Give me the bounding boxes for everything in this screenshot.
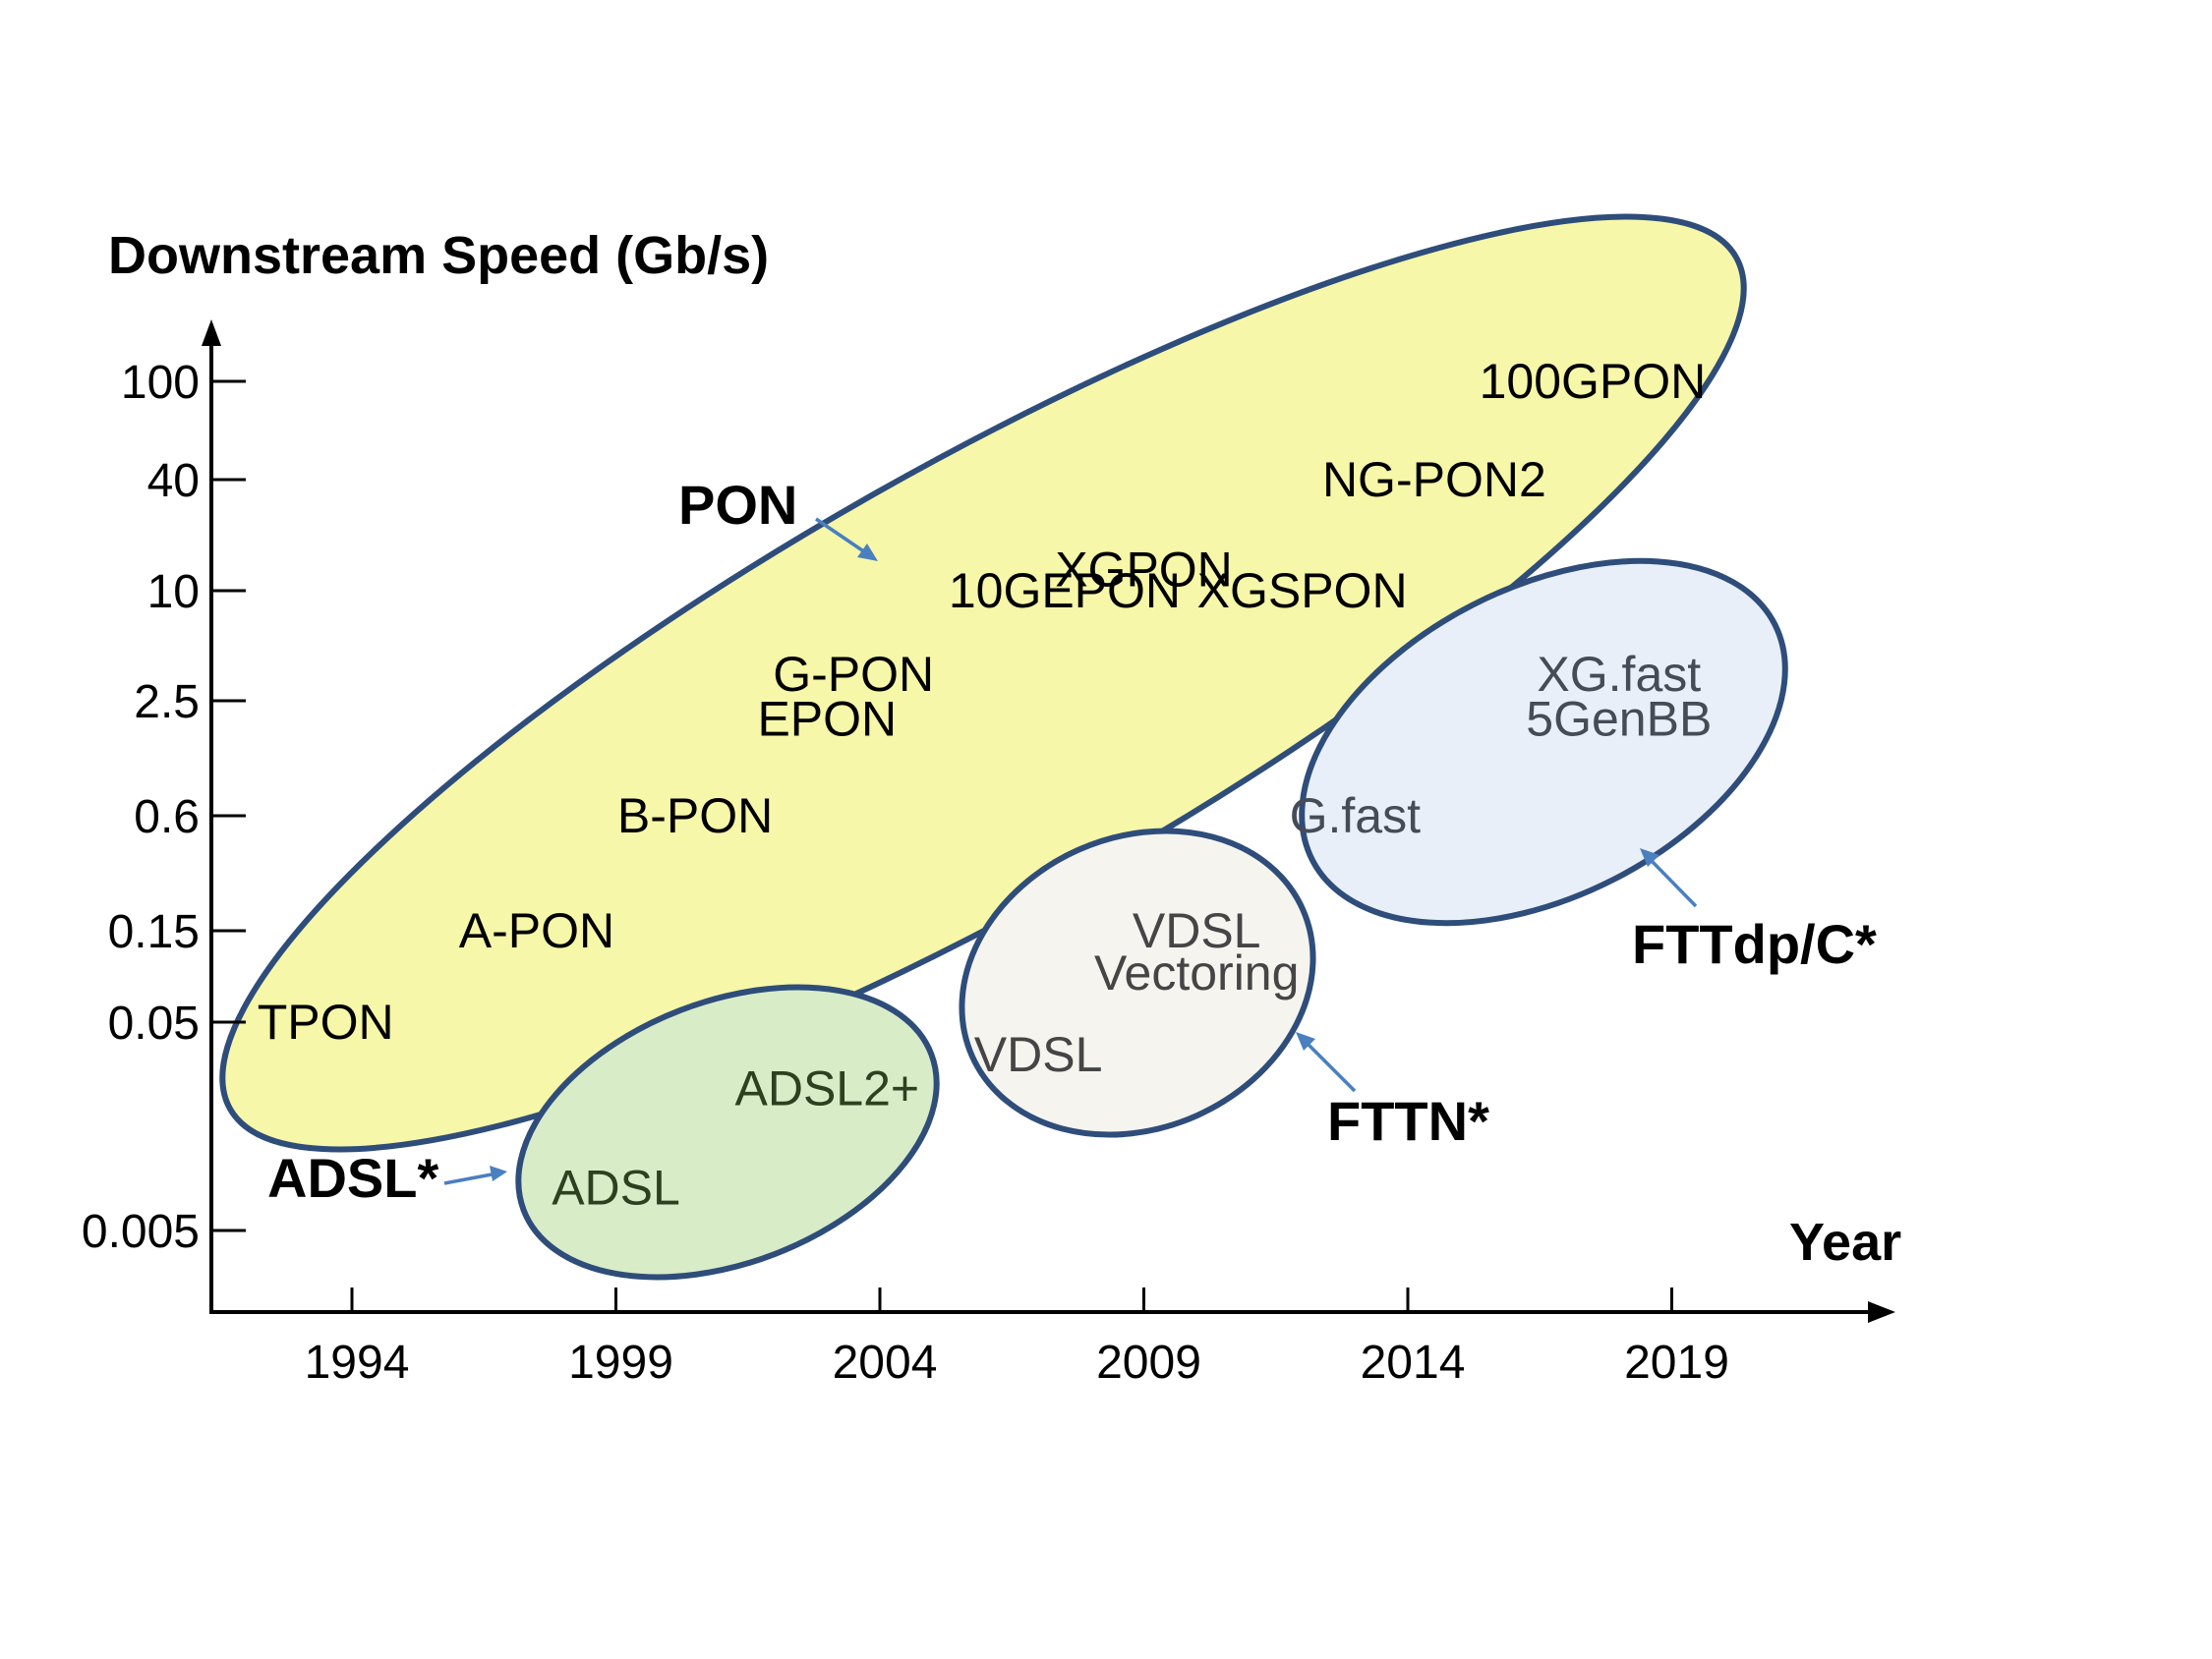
fttn-tech-label: VDSL — [974, 1027, 1103, 1082]
adsl-region-ellipse — [515, 984, 940, 1281]
fttdp-c-tech-label: G.fast — [1290, 788, 1421, 843]
pon-group-callout: PON — [678, 474, 878, 561]
y-tick-label: 40 — [147, 455, 200, 507]
fttn-group-label: FTTN* — [1327, 1090, 1489, 1152]
fttdp-group-label: FTTdp/C* — [1632, 913, 1877, 975]
x-tick-label: 2009 — [1096, 1337, 1201, 1389]
fttn-tech-label: VDSL — [1133, 903, 1261, 958]
adsl-group-label: ADSL* — [267, 1147, 438, 1209]
fttn-pointer-arrowhead — [1296, 1032, 1315, 1051]
y-tick-label: 0.05 — [108, 998, 200, 1050]
adsl-group-callout: ADSL* — [267, 1147, 507, 1209]
y-axis-arrowhead — [202, 319, 221, 346]
y-tick-label: 100 — [121, 357, 200, 409]
y-tick-label: 2.5 — [134, 676, 200, 728]
x-axis — [209, 1301, 1895, 1323]
pon-tech-label: 100GPON — [1480, 354, 1707, 409]
y-tick-label: 0.005 — [82, 1206, 200, 1258]
fttn-group-callout: FTTN* — [1296, 1032, 1489, 1152]
adsl-pointer-arrowhead — [490, 1166, 507, 1181]
y-tick-label: 10 — [147, 566, 200, 618]
fttdp-c-tech-label: XG.fast — [1537, 647, 1701, 702]
y-axis-title: Downstream Speed (Gb/s) — [108, 226, 769, 285]
pon-tech-label: A-PON — [459, 903, 614, 958]
y-axis — [202, 319, 221, 1312]
pon-tech-label: XGSPON — [1197, 563, 1408, 618]
adsl-tech-label: ADSL — [552, 1161, 680, 1216]
pon-tech-label: 10GEPON — [949, 563, 1181, 618]
ticks-layer: 100 40 10 2.5 0.6 0.15 0.05 0.005 1994 1999 2004 20… — [82, 357, 1729, 1389]
pon-tech-label: EPON — [757, 691, 897, 746]
x-tick-label: 1999 — [568, 1337, 673, 1389]
y-tick-label: 0.6 — [134, 791, 200, 843]
pon-tech-label: B-PON — [617, 788, 773, 843]
fttdp-group-callout: FTTdp/C* — [1632, 848, 1877, 975]
pon-tech-label: XGPON — [1055, 543, 1233, 598]
x-tick-label: 1994 — [305, 1337, 410, 1389]
fttdp-c-tech-label: 5GenBB — [1526, 691, 1712, 746]
x-tick-label: 2004 — [833, 1337, 938, 1389]
pon-tech-label: G-PON — [773, 647, 934, 702]
x-tick-label: 2014 — [1361, 1337, 1466, 1389]
fttdp-region-ellipse — [1299, 557, 1788, 927]
y-tick-label: 0.15 — [108, 906, 200, 958]
x-axis-arrowhead — [1868, 1301, 1895, 1323]
pon-group-label: PON — [678, 474, 797, 536]
fttn-tech-label: Vectoring — [1094, 945, 1299, 1001]
pon-tech-label: TPON — [258, 995, 394, 1050]
x-axis-title: Year — [1789, 1213, 1901, 1272]
x-tick-label: 2019 — [1624, 1337, 1729, 1389]
fttn-region-ellipse — [959, 828, 1316, 1138]
pon-tech-label: NG-PON2 — [1322, 452, 1546, 507]
fttdp-pointer-arrowhead — [1640, 848, 1659, 867]
pon-pointer-arrowhead — [857, 543, 878, 561]
adsl-tech-label: ADSL2+ — [734, 1061, 919, 1116]
